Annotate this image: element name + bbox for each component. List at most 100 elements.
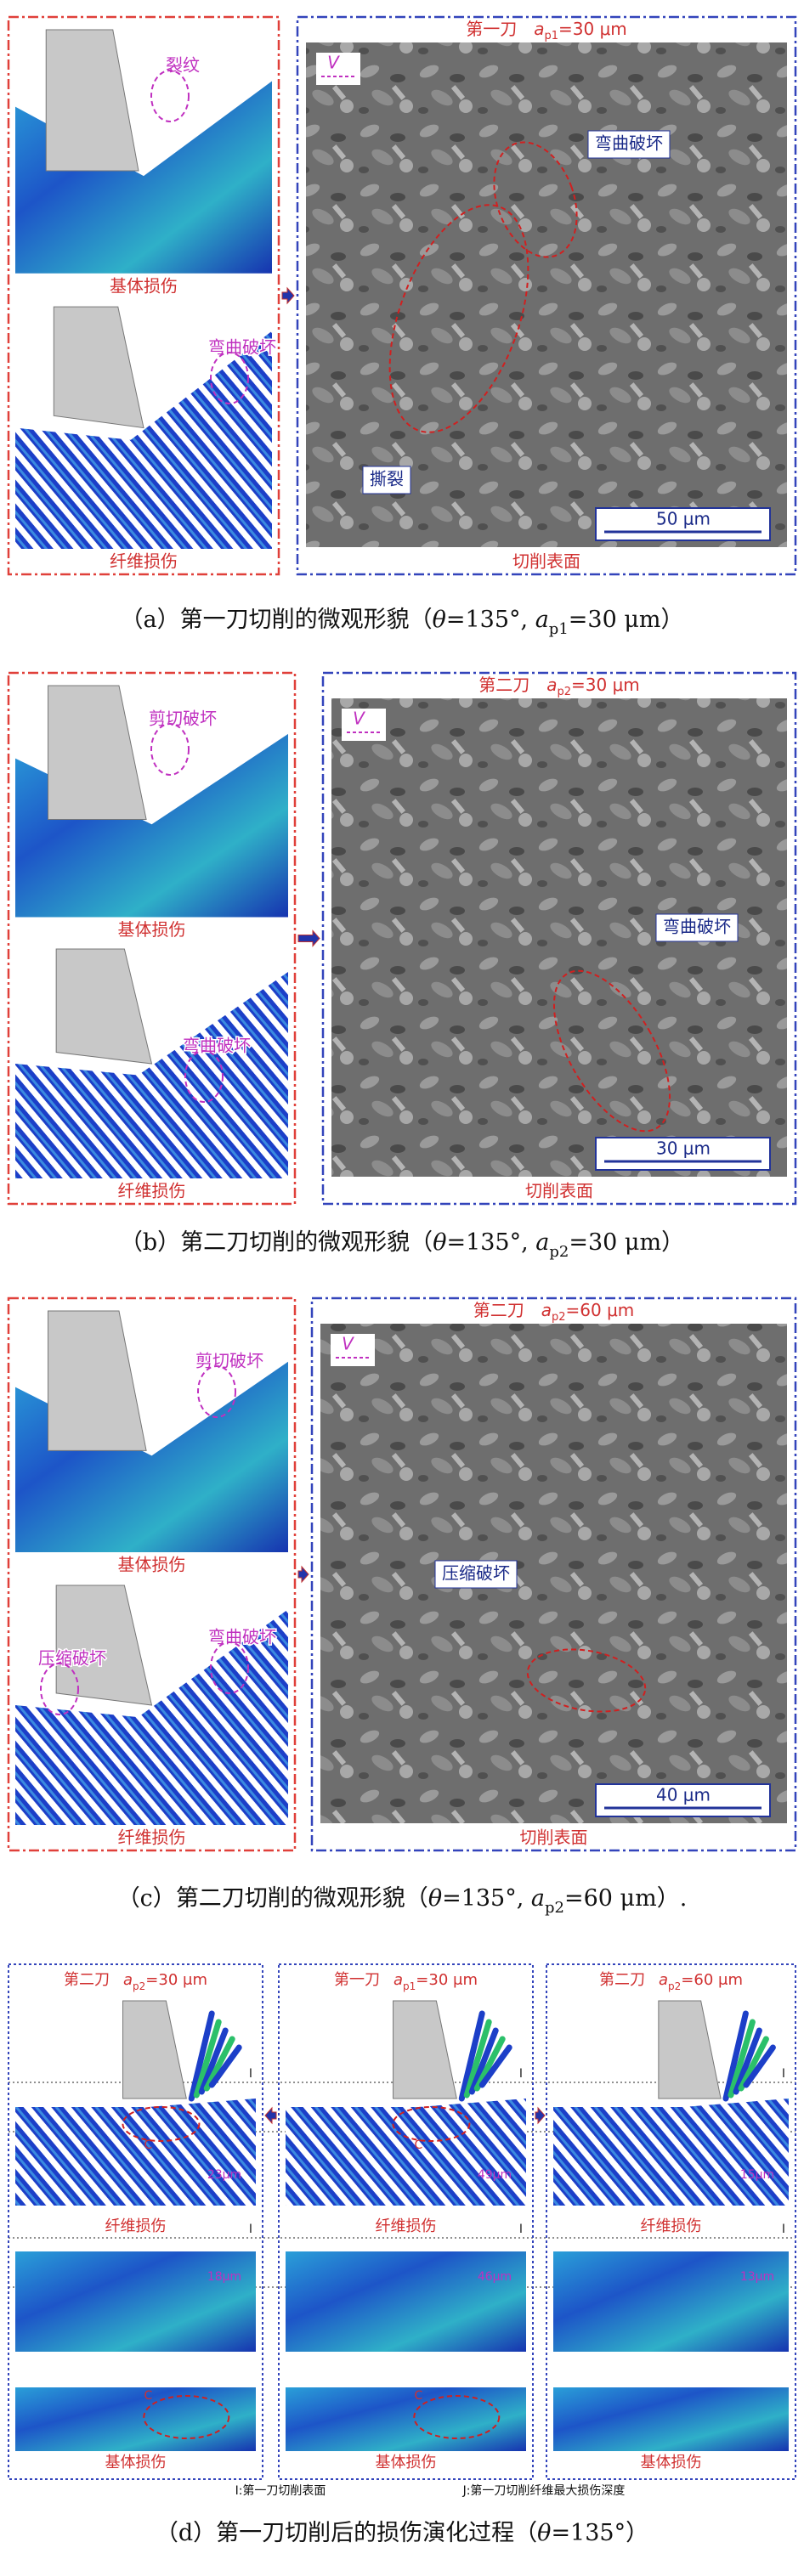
matrix-label: 基体损伤 (641, 2454, 702, 2471)
text-part: a (531, 1885, 545, 1912)
text-part: =60 μm (681, 1971, 743, 1989)
text-part: 第二刀切削的微观形貌（ (180, 1229, 433, 1256)
text-part: =135°, (446, 1229, 535, 1256)
sem-annotation: 弯曲破坏 (663, 917, 731, 937)
text-part: a (659, 1971, 668, 1989)
legend-entry: J:第一刀切削纤维最大损伤深度 (462, 2483, 626, 2498)
text-part: θ (433, 1229, 446, 1256)
annotation-ellipse (150, 70, 190, 122)
text-part: p1 (549, 620, 569, 638)
matrix-label: 基体损伤 (376, 2454, 437, 2471)
depth-label: 13μm (740, 2270, 774, 2284)
reference-marker: I (519, 2223, 523, 2236)
column-frame (278, 1963, 534, 2480)
sim-annotation: 弯曲破坏 (208, 337, 276, 358)
panel-arrow (297, 1565, 309, 1584)
surface-label: 切削表面 (512, 551, 580, 572)
text-part: =30 μm (558, 19, 627, 39)
sem-annotation: 撕裂 (370, 469, 404, 489)
depth-label: 23μm (207, 2168, 241, 2182)
label-box (587, 130, 671, 159)
annotation-ellipse (40, 1663, 79, 1715)
matrix-label: 基体损伤 (118, 919, 186, 940)
text-part: a (123, 1971, 133, 1989)
text-part: =60 μm）. (564, 1885, 687, 1912)
annotation-ellipse (210, 352, 249, 404)
annotation-ellipse (122, 2106, 201, 2142)
tool (48, 685, 147, 820)
text-part: a (534, 19, 544, 39)
sem-frame (321, 671, 797, 1206)
tool (393, 2000, 457, 2099)
chip-fiber (473, 2036, 506, 2092)
sim-frame (7, 671, 297, 1206)
text-part: p2 (549, 1243, 569, 1261)
chip-fiber (468, 2027, 499, 2095)
fiber-label: 纤维损伤 (105, 2217, 167, 2235)
sim-annotation: 压缩破坏 (38, 1648, 106, 1669)
text-part: 第一刀 (466, 19, 517, 39)
surface-label: 切削表面 (525, 1181, 593, 1201)
text-part: a (546, 675, 557, 695)
matrix-label: 基体损伤 (110, 275, 178, 296)
text-part: a (394, 1971, 403, 1989)
velocity-label: V (353, 709, 365, 729)
chip-fiber (722, 2010, 749, 2102)
sim-annotation: 裂纹 (166, 55, 200, 76)
reference-marker: I (249, 2067, 252, 2081)
text-part: a (541, 1300, 552, 1320)
sim-frame (7, 15, 280, 576)
annotation-ellipse (413, 2395, 501, 2439)
caption: （b）第二刀切削的微观形貌（θ=135°, ap2=30 μm） (120, 1229, 684, 1261)
annotation-ellipse (197, 1365, 236, 1418)
text-part: 第二刀 (478, 675, 529, 695)
matrix-sim (286, 2387, 526, 2451)
scale-label: 30 μm (656, 1138, 711, 1159)
text-part: 第一刀切削后的损伤演化过程（ (216, 2520, 537, 2546)
scale-label: 50 μm (656, 509, 711, 529)
column-frame (546, 1963, 796, 2480)
fiber-sim (286, 2099, 526, 2206)
fiber-sim (15, 2099, 256, 2206)
velocity-box (316, 53, 360, 85)
matrix-label: 基体损伤 (118, 1555, 186, 1575)
label-box (655, 913, 739, 942)
depth-label: 46μm (478, 2270, 512, 2284)
chip-fiber (743, 2044, 776, 2088)
text-part: =30 μm (571, 675, 640, 695)
tool (122, 2000, 187, 2099)
text-part: a (535, 1229, 549, 1256)
sim-annotation: 剪切破坏 (149, 709, 217, 729)
annotation-ellipse (526, 1648, 647, 1713)
caption: （a）第一刀切削的微观形貌（θ=135°, ap1=30 μm） (120, 607, 683, 638)
velocity-label: V (327, 53, 340, 73)
chip-fiber (478, 2044, 512, 2088)
text-part: p2 (557, 686, 571, 698)
velocity-label: V (342, 1334, 354, 1354)
fiber-sim (15, 330, 272, 549)
chip-fiber (458, 2010, 485, 2102)
text-part: θ (433, 607, 446, 633)
matrix-sim (553, 2251, 789, 2352)
matrix-sim (15, 2387, 256, 2451)
text-part: =135°, (442, 1885, 531, 1912)
text-part: =30 μm (145, 1971, 207, 1989)
depth-label: 15μm (740, 2168, 774, 2182)
fiber-sim (553, 2099, 789, 2206)
text-part: （c） (117, 1885, 176, 1912)
label-box (434, 1560, 518, 1589)
text-part: p2 (552, 1311, 566, 1324)
text-part: 第二刀 (599, 1971, 645, 1989)
reference-marker: I (782, 2067, 785, 2081)
text-part: a (535, 607, 549, 633)
text-part: 第二刀切削的微观形貌（ (176, 1885, 428, 1912)
annotation-ellipse (150, 723, 190, 776)
legend-entry: I:第一刀切削表面 (235, 2483, 326, 2498)
text-part: （d） (156, 2520, 216, 2546)
text-part: 第一刀切削的微观形貌（ (180, 607, 433, 633)
matrix-sim (15, 2251, 256, 2352)
fiber-sim (15, 972, 288, 1178)
text-part: =30 μm） (569, 607, 684, 633)
